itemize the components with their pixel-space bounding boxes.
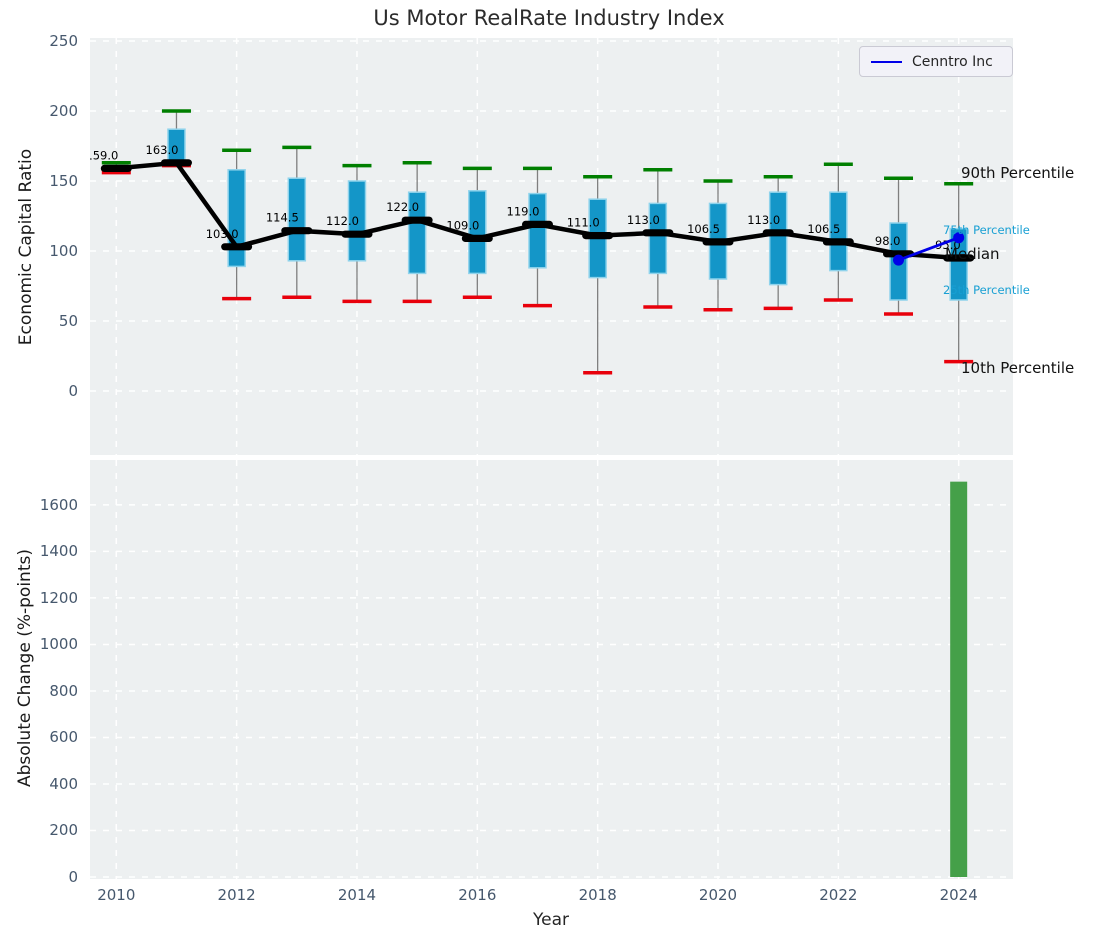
median-marker-2010 [100,164,132,172]
box-25-75-2015 [407,191,427,275]
median-marker-2024 [943,254,975,262]
change-bar-2024 [950,481,968,877]
box-25-75-2016 [468,190,487,275]
y-tick-top-50: 50 [58,312,78,330]
x-tick-2018: 2018 [578,886,617,904]
median-marker-2013 [281,227,313,235]
median-value-label-2024: 95.0 [935,238,961,252]
x-axis-label: Year [533,910,569,930]
y-tick-bottom-800: 800 [49,681,78,700]
median-marker-2022 [822,238,854,246]
label-75th-percentile: 75th Percentile [943,223,1030,237]
y-tick-bottom-400: 400 [49,774,78,793]
box-25-75-2012 [227,169,246,268]
bottom-axes-barchart [90,460,1013,879]
box-25-75-2013 [287,177,307,262]
y-tick-bottom-600: 600 [49,728,78,747]
median-value-label-2019: 113.0 [627,213,660,227]
median-marker-2011 [160,159,192,167]
box-25-75-2014 [347,180,367,262]
x-tick-2014: 2014 [337,886,377,904]
median-marker-2020 [702,238,734,246]
boxplot-canvas: 159.0 163.0 103.0 114.5 112.0 122.0 109.0 119.0… [90,38,1013,455]
box-25-75-2021 [768,191,788,286]
median-value-label-2011: 163.0 [146,143,179,157]
median-value-label-2023: 98.0 [875,234,901,248]
median-value-label-2022: 106.5 [807,222,840,236]
y-tick-bottom-200: 200 [49,821,78,840]
box-25-75-2024 [949,227,968,301]
cenntro-point-2024 [953,232,965,244]
label-10th-percentile: 10th Percentile [961,359,1075,377]
median-value-label-2012: 103.0 [206,227,239,241]
median-value-label-2013: 114.5 [266,211,299,225]
legend: Cenntro Inc [859,46,1013,77]
box-25-75-2017 [528,192,547,269]
y-tick-top-200: 200 [49,102,78,120]
label-median: Median [945,245,1000,263]
x-tick-2012: 2012 [217,886,256,904]
cenntro-point-2023 [893,254,905,266]
legend-line-icon [871,60,902,63]
x-tick-2016: 2016 [458,886,497,904]
legend-label: Cenntro Inc [912,53,993,70]
median-marker-2018 [582,232,614,240]
box-25-75-2022 [829,191,848,272]
median-marker-2021 [762,229,794,237]
y-tick-top-100: 100 [49,242,78,260]
median-value-label-2014: 112.0 [326,214,359,228]
median-marker-2014 [341,230,373,238]
x-tick-2020: 2020 [698,886,738,904]
median-marker-2015 [401,216,433,224]
label-90th-percentile: 90th Percentile [961,164,1075,182]
y-tick-bottom-1000: 1000 [39,635,78,654]
chart-title: Us Motor RealRate Industry Index [373,6,725,30]
label-25th-percentile: 25th Percentile [943,283,1030,297]
x-tick-2022: 2022 [819,886,858,904]
y-tick-bottom-0: 0 [68,868,78,886]
median-value-label-2018: 111.0 [567,216,600,230]
median-marker-2012 [221,243,253,251]
median-value-label-2010: 159.0 [90,148,118,162]
median-value-label-2020: 106.5 [687,222,720,236]
median-marker-2023 [883,250,915,258]
x-tick-2010: 2010 [97,886,136,904]
y-tick-top-250: 250 [49,32,78,50]
median-value-label-2021: 113.0 [747,213,780,227]
median-value-label-2017: 119.0 [507,204,540,218]
box-25-75-2019 [648,202,668,275]
y-tick-bottom-1200: 1200 [39,588,78,607]
cenntro-line [898,236,960,262]
y-axis-label-bottom: Absolute Change (%-points) [15,549,35,787]
y-tick-top-0: 0 [68,382,78,400]
y-tick-bottom-1400: 1400 [39,542,78,561]
median-marker-2017 [521,220,553,228]
median-marker-2016 [461,234,493,242]
top-axes-boxplot: 159.0 163.0 103.0 114.5 112.0 122.0 109.0 119.0… [90,38,1013,455]
y-tick-top-150: 150 [49,172,78,190]
median-value-label-2015: 122.0 [386,200,419,214]
barchart-canvas [90,460,1013,879]
y-axis-label-top: Economic Capital Ratio [16,148,36,346]
y-tick-bottom-1600: 1600 [39,495,78,514]
median-value-label-2016: 109.0 [446,218,479,232]
x-tick-2024: 2024 [939,886,978,904]
median-marker-2019 [642,229,674,237]
